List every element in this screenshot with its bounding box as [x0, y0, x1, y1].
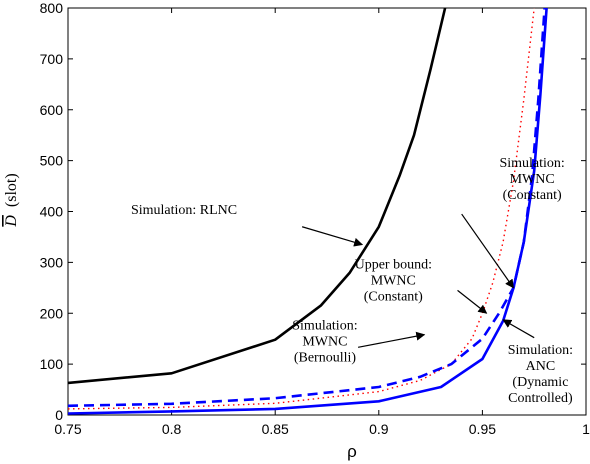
annotation-arrow	[502, 319, 535, 339]
y-tick-label: 300	[40, 254, 64, 270]
x-tick-label: 0.85	[262, 421, 289, 437]
y-axis-unit: (slot)	[3, 173, 20, 207]
series-line-3	[68, 8, 546, 408]
annotation-arrow	[301, 226, 364, 247]
annotation-3: Upper bound: MWNC (Constant)	[355, 257, 488, 314]
y-tick-label: 500	[40, 153, 64, 169]
series-line-4	[68, 8, 548, 415]
annotation-text: Upper bound: MWNC (Constant)	[355, 257, 432, 304]
svg-text:D (slot): D (slot)	[3, 173, 20, 227]
annotation-5: Simulation: ANC (Dynamic Controlled)	[502, 319, 573, 406]
y-axis-label: D (slot)	[3, 173, 20, 227]
y-tick-label: 600	[40, 102, 64, 118]
annotation-arrow	[461, 213, 514, 289]
series-group	[68, 8, 548, 415]
annotation-text: Simulation: RLNC	[131, 203, 237, 218]
y-axis-symbol: D	[3, 215, 20, 228]
annotation-text: Simulation: MWNC (Bernoulli)	[292, 319, 357, 366]
y-tick-label: 700	[40, 51, 64, 67]
series-line-1	[68, 8, 447, 385]
y-tick-label: 100	[40, 356, 64, 372]
annotation-arrow	[457, 289, 488, 314]
x-tick-label: 0.8	[162, 421, 182, 437]
y-tick-label: 800	[40, 0, 64, 16]
x-tick-label: 1	[582, 421, 590, 437]
annotation-1: Simulation: RLNC	[131, 203, 364, 247]
x-tick-label: 0.95	[469, 421, 496, 437]
annotation-4: Simulation: MWNC (Bernoulli)	[292, 319, 426, 366]
y-tick-label: 200	[40, 305, 64, 321]
x-tick-label: 0.75	[54, 421, 81, 437]
y-tick-label: 0	[55, 407, 63, 423]
annotation-arrow	[357, 331, 426, 348]
annotation-group: Simulation: RLNC Simulation: MWNC (Constant…	[131, 156, 573, 406]
y-tick-label: 400	[40, 204, 64, 220]
series-line-2	[68, 8, 535, 410]
x-tick-label: 0.9	[369, 421, 389, 437]
annotation-text: Simulation: ANC (Dynamic Controlled)	[508, 343, 573, 406]
x-axis-label: ρ	[347, 442, 357, 461]
axes: 0.75 0.8 0.85 0.9 0.95 1 0 100 200 300 400 500 600 70…	[40, 0, 590, 437]
annotation-2: Simulation: MWNC (Constant)	[461, 156, 565, 289]
annotation-text: Simulation: MWNC (Constant)	[499, 156, 564, 203]
